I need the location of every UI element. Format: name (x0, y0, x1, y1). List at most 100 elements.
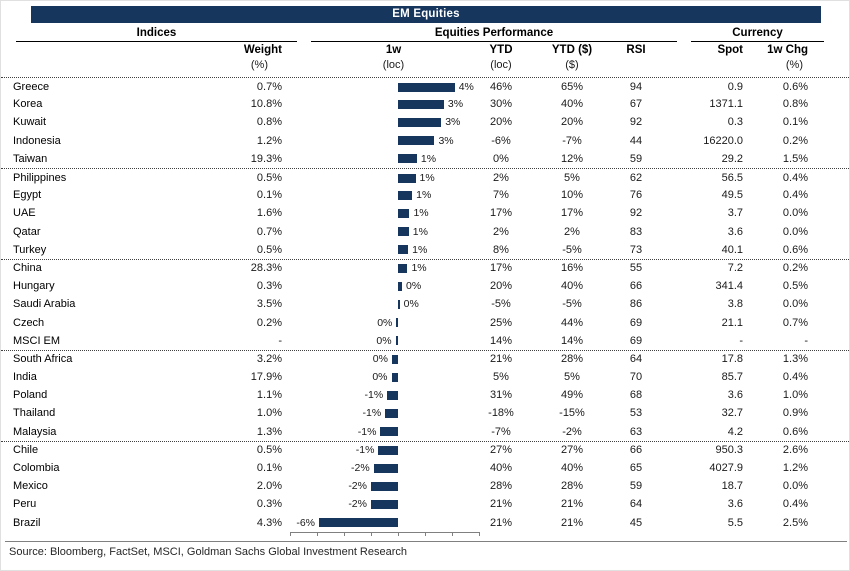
index-name: Taiwan (13, 152, 48, 165)
bar-chart-area: -2% (290, 477, 479, 495)
spot-value: 0.9 (727, 80, 743, 93)
ytd-value: 17% (489, 207, 513, 220)
table-row: Philippines 0.5% 1% 2% 5% 62 56.5 0.4% (1, 167, 849, 186)
subheader-ytd-loc: (loc) (490, 59, 512, 71)
col-header-rsi: RSI (626, 44, 646, 56)
index-name: Korea (13, 98, 43, 111)
spot-value: 40.1 (721, 243, 743, 256)
ytd-value: 27% (489, 444, 513, 457)
one-week-chg-value: 0.0% (782, 225, 808, 238)
ytd-value: 31% (489, 389, 513, 402)
one-week-bar-cell: 1% (282, 186, 481, 204)
table-bottom-rule (5, 541, 847, 542)
one-week-chg-value: 0.8% (782, 98, 808, 111)
bar-chart-area: 0% (290, 351, 479, 368)
ytd-usd-value: 20% (560, 116, 584, 129)
bar (371, 481, 398, 491)
weight-value: 0.2% (256, 316, 282, 329)
ytd-usd-value: 5% (564, 371, 580, 384)
weight-value: 0.7% (256, 80, 282, 93)
bar (319, 518, 398, 528)
bar-label: 3% (445, 116, 461, 129)
index-name: Thailand (13, 407, 56, 420)
col-header-spot: Spot (717, 44, 743, 56)
one-week-chg-value: 0.4% (782, 371, 808, 384)
one-week-chg-value: 0.4% (782, 171, 808, 184)
ytd-usd-value: 27% (560, 444, 584, 457)
rsi-value: 94 (629, 80, 643, 93)
spot-value: - (739, 334, 743, 347)
col-header-1w-chg: 1w Chg (767, 44, 808, 56)
ytd-value: -5% (491, 298, 511, 311)
one-week-chg-value: 0.1% (782, 116, 808, 129)
index-name: Mexico (13, 480, 48, 493)
weight-value: 0.7% (256, 225, 282, 238)
table-row: UAE 1.6% 1% 17% 17% 92 3.7 0.0% (1, 204, 849, 222)
ytd-value: 21% (489, 498, 513, 511)
bar-label: -2% (348, 498, 367, 511)
table-row: Peru 0.3% -2% 21% 21% 64 3.6 0.4% (1, 495, 849, 513)
bar-chart-area: 4% (290, 78, 479, 95)
ytd-usd-value: -7% (562, 134, 582, 147)
bar-chart-area: 0% (290, 332, 479, 350)
group-header-currency: Currency (691, 27, 824, 42)
ytd-usd-value: 5% (564, 171, 580, 184)
one-week-bar-cell: 3% (282, 95, 481, 113)
bar-chart-area: 1% (290, 150, 479, 168)
one-week-bar-cell: -1% (282, 442, 481, 459)
ytd-value: 0% (493, 152, 509, 165)
table-row: Poland 1.1% -1% 31% 49% 68 3.6 1.0% (1, 386, 849, 404)
bar-label: 1% (413, 207, 429, 220)
rsi-value: 64 (629, 498, 643, 511)
weight-value: 0.3% (256, 498, 282, 511)
table-row: Brazil 4.3% -6% 21% 21% 45 5.5 2.5% (1, 514, 849, 532)
bar-chart-area: 1% (290, 223, 479, 241)
spot-value: 18.7 (721, 480, 743, 493)
spot-value: 32.7 (721, 407, 743, 420)
bar-chart-area: 3% (290, 132, 479, 150)
ytd-usd-value: 65% (560, 80, 584, 93)
index-name: Colombia (13, 462, 60, 475)
bar-chart-area: -6% (290, 514, 479, 532)
spot-value: 3.8 (727, 298, 743, 311)
rsi-value: 69 (629, 334, 643, 347)
ytd-value: 2% (493, 171, 509, 184)
one-week-bar-cell: -1% (282, 386, 481, 404)
one-week-bar-cell: 1% (282, 260, 481, 277)
rsi-value: 73 (629, 243, 643, 256)
bar-label: -6% (296, 516, 316, 529)
ytd-value: 14% (489, 334, 513, 347)
index-name: Hungary (13, 280, 55, 293)
bar (380, 427, 398, 437)
index-name: South Africa (13, 353, 73, 366)
report-title-bar: EM Equities (31, 6, 821, 23)
one-week-bar-cell: 4% (282, 78, 481, 95)
bar-label: -1% (362, 407, 382, 420)
group-header-indices: Indices (16, 27, 297, 42)
rsi-value: 44 (629, 134, 643, 147)
table-row: Greece 0.7% 4% 46% 65% 94 0.9 0.6% (1, 77, 849, 95)
one-week-bar-cell: 0% (282, 332, 481, 350)
one-week-bar-cell: -1% (282, 404, 481, 422)
one-week-bar-cell: 0% (282, 277, 481, 295)
one-week-bar-cell: -2% (282, 477, 481, 495)
weight-value: 1.2% (256, 134, 282, 147)
axis-tick (452, 533, 453, 536)
index-name: Greece (13, 80, 50, 93)
weight-value: 3.5% (256, 298, 282, 311)
rsi-value: 64 (629, 353, 643, 366)
rsi-value: 62 (629, 171, 643, 184)
ytd-usd-value: -5% (562, 298, 582, 311)
table-body: Greece 0.7% 4% 46% 65% 94 0.9 0.6% Korea… (1, 77, 849, 532)
weight-value: 1.3% (256, 425, 282, 438)
col-header-ytd-usd: YTD ($) (551, 44, 593, 56)
table-row: South Africa 3.2% 0% 21% 28% 64 17.8 1.3… (1, 349, 849, 368)
bar-chart-area: -1% (290, 423, 479, 441)
one-week-chg-value: 0.7% (782, 316, 808, 329)
spot-value: 56.5 (721, 171, 743, 184)
one-week-chg-value: 1.2% (782, 462, 808, 475)
weight-value: - (278, 334, 282, 347)
ytd-value: 28% (489, 480, 513, 493)
col-header-index (1, 44, 171, 56)
